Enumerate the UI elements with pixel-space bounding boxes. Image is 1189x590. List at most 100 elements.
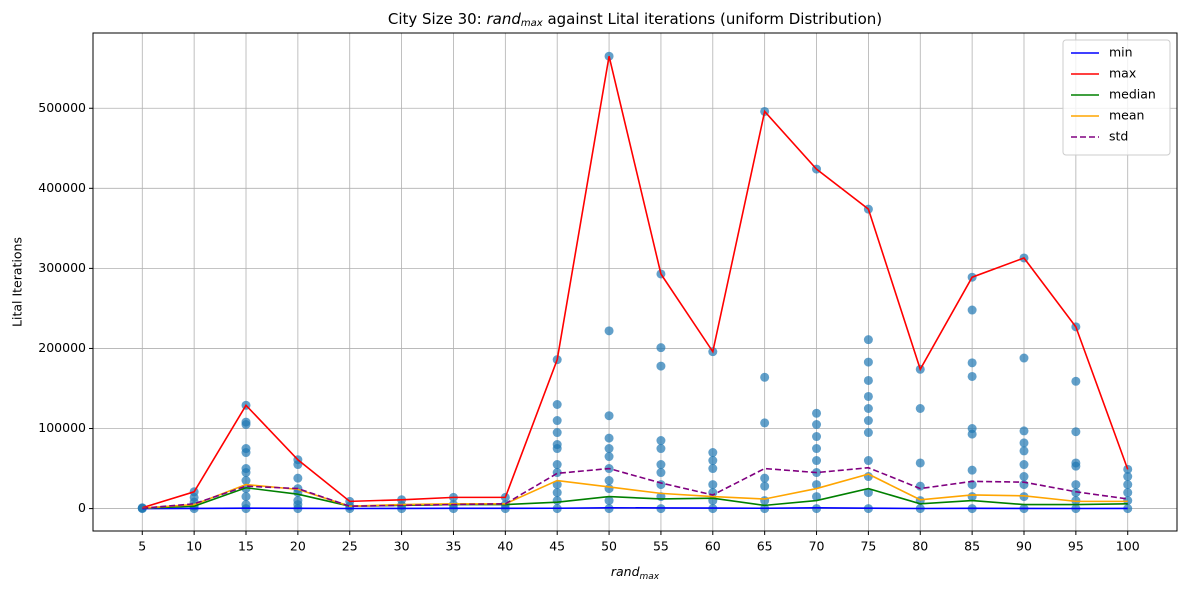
scatter-point — [812, 444, 822, 454]
x-tick-label: 75 — [860, 539, 876, 554]
scatter-point — [863, 391, 873, 401]
scatter-point — [656, 460, 666, 470]
x-axis-label: randmax — [611, 564, 660, 582]
series-line — [142, 473, 1128, 509]
scatter-point — [863, 335, 873, 345]
x-tick-label: 60 — [705, 539, 721, 554]
x-tick-label: 30 — [394, 539, 410, 554]
scatter-point — [812, 504, 822, 514]
title-part: City Size 30: — [388, 10, 487, 28]
scatter-point — [1019, 426, 1029, 436]
x-tick-label: 55 — [653, 539, 669, 554]
scatter-point — [656, 361, 666, 371]
scatter-point — [967, 465, 977, 475]
scatter-point — [1071, 376, 1081, 386]
scatter-point — [1071, 480, 1081, 490]
scatter-point — [967, 358, 977, 368]
scatter-point — [241, 417, 251, 427]
scatter-point — [863, 488, 873, 498]
scatter-point — [812, 456, 822, 466]
x-tick-label: 35 — [446, 539, 462, 554]
x-tick-label: 85 — [964, 539, 980, 554]
scatter-point — [293, 473, 303, 483]
scatter-point — [604, 496, 614, 506]
scatter-point — [863, 456, 873, 466]
scatter-point — [863, 375, 873, 385]
xlabel-sub: max — [640, 572, 660, 582]
legend-label: median — [1109, 87, 1156, 102]
title-sub: max — [521, 18, 543, 29]
scatter-point — [604, 484, 614, 494]
series-line — [142, 486, 1128, 509]
y-tick-label: 0 — [78, 500, 86, 515]
scatter-point — [863, 404, 873, 414]
scatter-point — [1123, 472, 1133, 482]
scatter-point — [812, 480, 822, 490]
series-line — [142, 466, 1128, 510]
scatter-point — [293, 496, 303, 506]
scatter-point — [760, 418, 770, 428]
scatter-point — [241, 492, 251, 502]
scatter-point — [552, 416, 562, 426]
scatter-point — [604, 452, 614, 462]
scatter-point — [967, 424, 977, 434]
y-tick-label: 200000 — [38, 340, 86, 355]
scatter-point — [552, 440, 562, 450]
y-tick-label: 500000 — [38, 100, 86, 115]
x-tick-label: 65 — [757, 539, 773, 554]
x-tick-label: 25 — [342, 539, 358, 554]
legend-label: max — [1109, 66, 1136, 81]
legend-label: min — [1109, 45, 1133, 60]
scatter-point — [760, 496, 770, 506]
scatter-point — [552, 460, 562, 470]
y-tick-label: 400000 — [38, 180, 86, 195]
x-tick-label: 15 — [238, 539, 254, 554]
scatter-point — [967, 371, 977, 381]
scatter-point — [967, 305, 977, 315]
scatter-point — [708, 480, 718, 490]
scatter-point — [1071, 427, 1081, 437]
title-part: against Lital iterations (uniform Distri… — [543, 10, 882, 28]
scatter-point — [604, 326, 614, 336]
scatter-point — [1071, 458, 1081, 468]
scatter-point — [812, 408, 822, 418]
x-tick-label: 90 — [1016, 539, 1032, 554]
scatter-point — [1123, 488, 1133, 498]
scatter-point — [812, 432, 822, 442]
scatter-point — [1123, 480, 1133, 490]
scatter-point — [656, 468, 666, 478]
scatter-point — [760, 372, 770, 382]
scatter-point — [915, 404, 925, 414]
scatter-point — [708, 448, 718, 458]
legend-label: std — [1109, 129, 1128, 144]
x-tick-label: 20 — [290, 539, 306, 554]
scatter-point — [241, 476, 251, 486]
scatter-point — [604, 504, 614, 514]
scatter-point — [241, 500, 251, 510]
y-tick-label: 100000 — [38, 420, 86, 435]
x-tick-label: 10 — [186, 539, 202, 554]
scatter-point — [863, 357, 873, 367]
scatter-point — [863, 428, 873, 438]
scatter-point — [863, 416, 873, 426]
x-tick-label: 100 — [1116, 539, 1140, 554]
scatter-point — [552, 428, 562, 438]
scatter-point — [812, 420, 822, 430]
scatter-point — [1019, 472, 1029, 482]
title-var: rand — [487, 10, 522, 28]
scatter-point — [656, 436, 666, 446]
scatter-point — [656, 343, 666, 353]
x-tick-label: 50 — [601, 539, 617, 554]
scatter-point — [1019, 353, 1029, 363]
scatter-point — [604, 411, 614, 421]
scatter-point — [967, 492, 977, 502]
scatter-point — [552, 496, 562, 506]
scatter-point — [1019, 446, 1029, 456]
scatter-point — [1019, 460, 1029, 470]
scatter-point — [760, 473, 770, 483]
scatter-point — [552, 488, 562, 498]
y-axis-label: Lital Iterations — [10, 237, 25, 327]
scatter-point — [708, 464, 718, 474]
